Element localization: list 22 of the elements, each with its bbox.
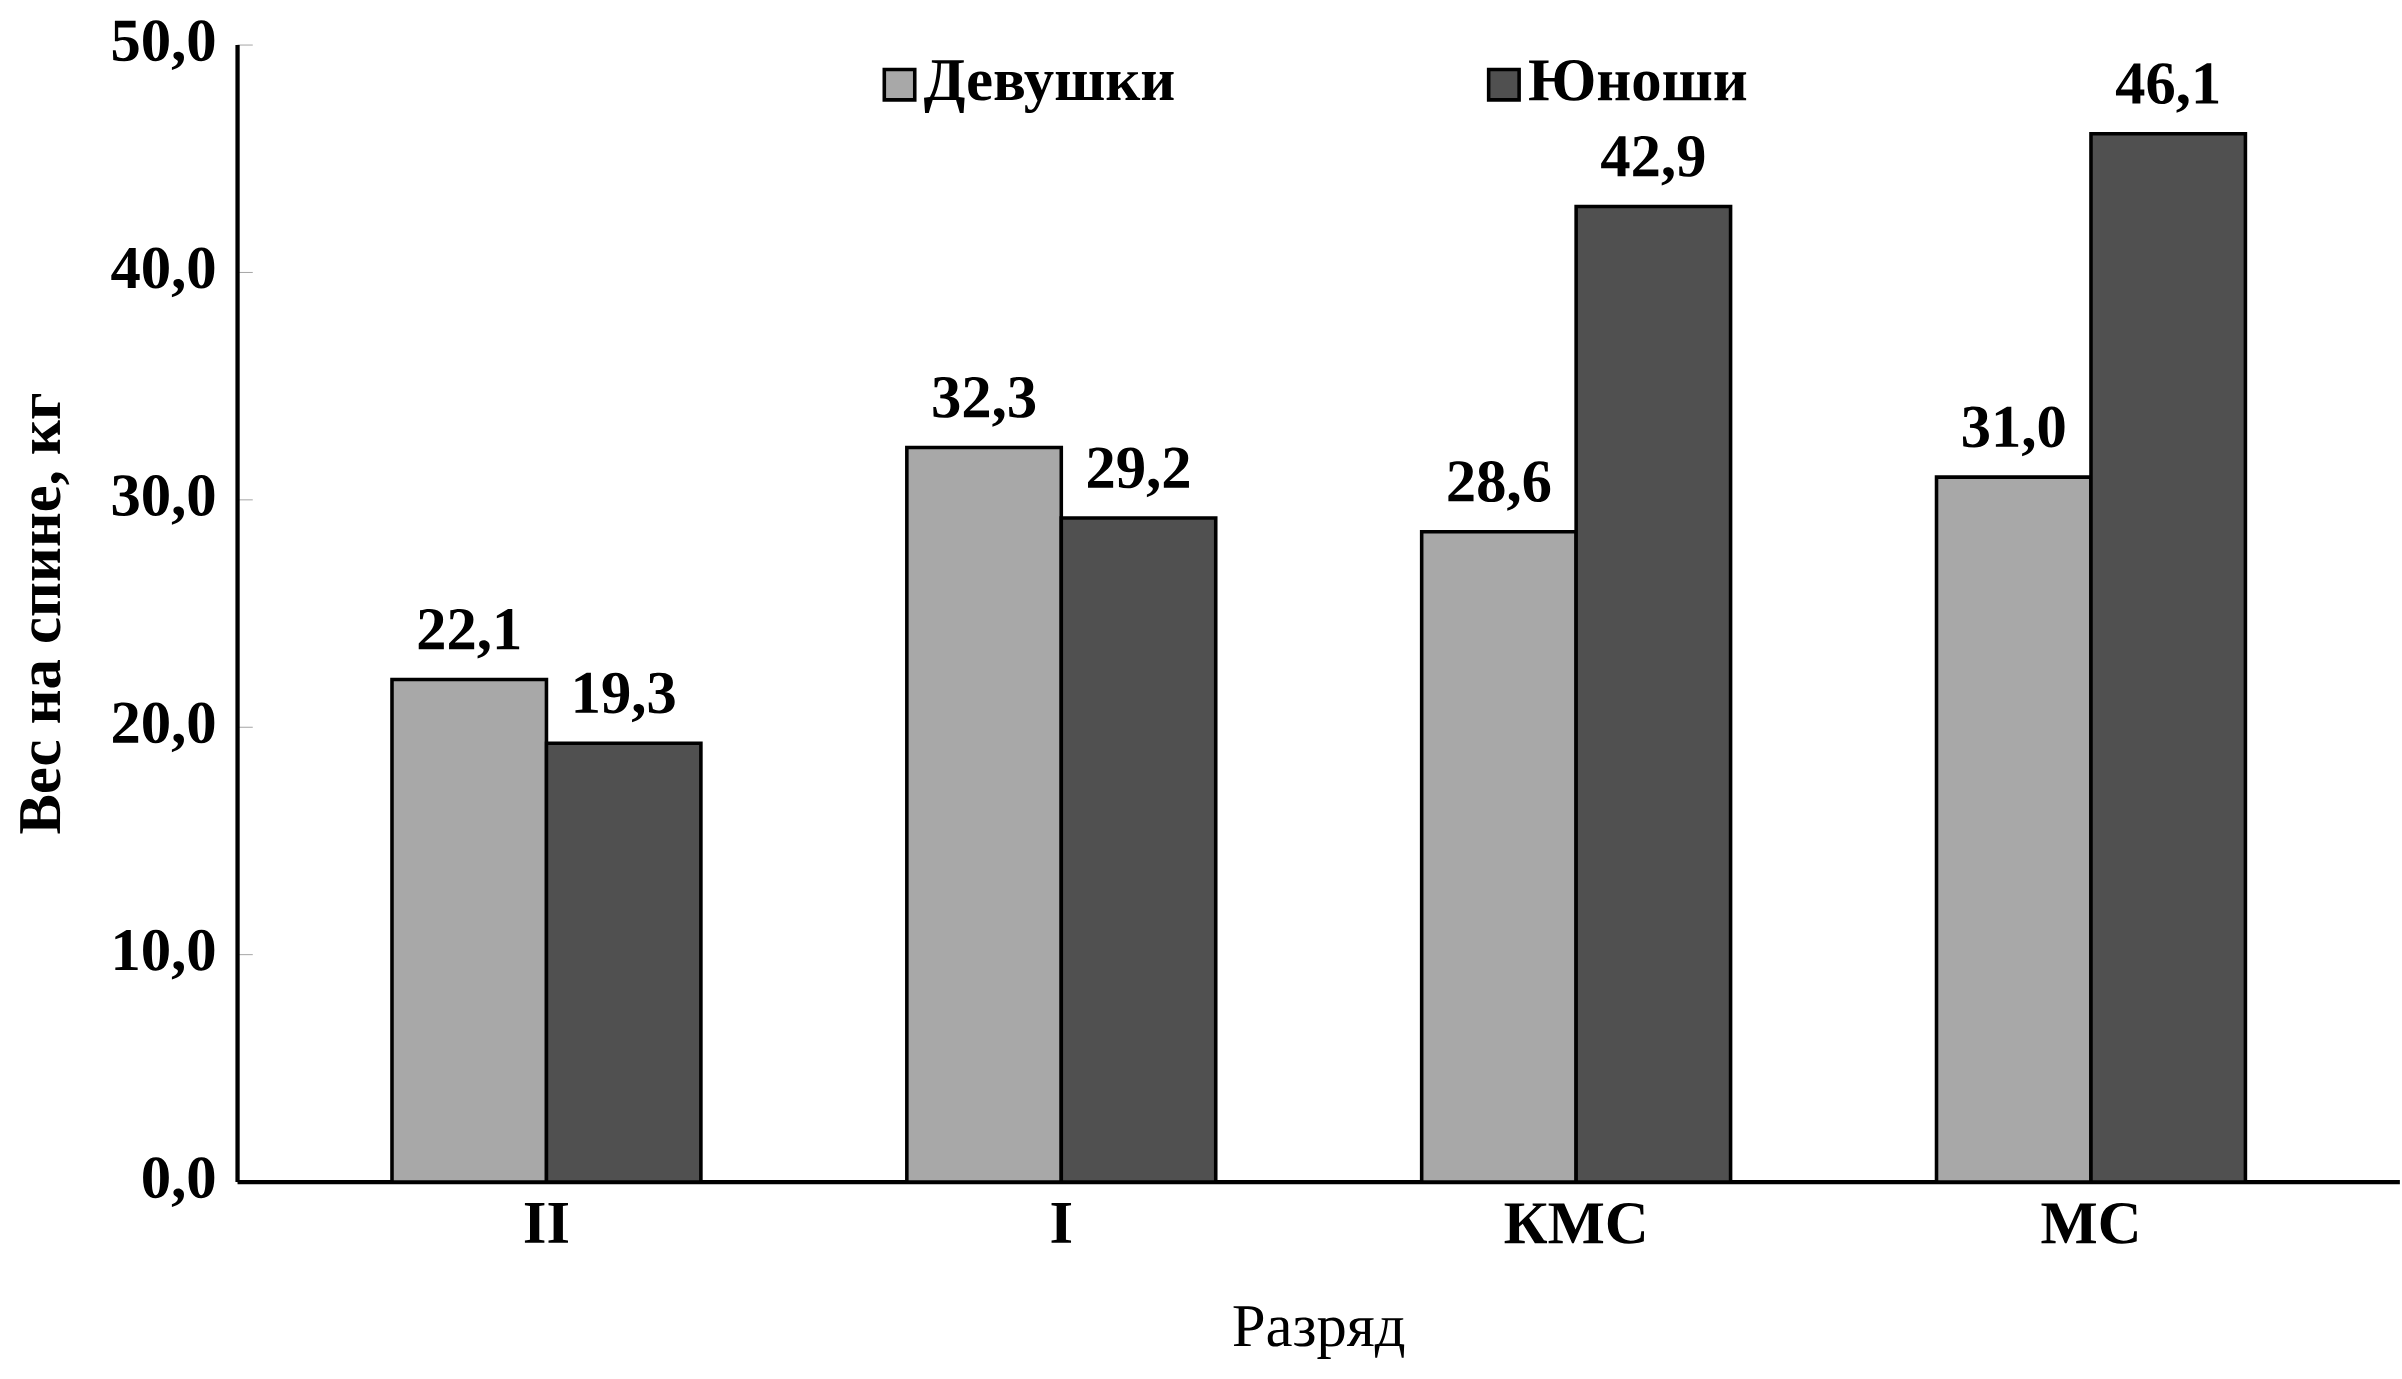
x-tick-label: МС [2041, 1202, 2137, 1244]
y-tick-label: 10,0 [115, 929, 215, 980]
data-label: 46,1 [2115, 63, 2219, 113]
data-label: 22,1 [418, 608, 520, 659]
legend-label: Девушки [924, 60, 1174, 114]
data-label: 19,3 [575, 672, 675, 723]
y-tick-label: 50,0 [112, 20, 215, 70]
x-axis-title: Разряд [1233, 1306, 1405, 1359]
legend-label: Юноши [1529, 59, 1747, 101]
data-label: 42,9 [1601, 135, 1705, 186]
y-tick-label: 30,0 [112, 474, 215, 525]
data-label: 32,3 [933, 376, 1036, 427]
data-label: 29,2 [1088, 447, 1189, 498]
x-tick-label: КМС [1504, 1202, 1645, 1244]
y-tick-label: 40,0 [111, 247, 215, 298]
x-tick-label: II [524, 1202, 568, 1243]
y-axis-title: Вес на спине, кг [20, 394, 70, 834]
y-tick-label: 0,0 [143, 1157, 215, 1207]
data-label: 31,0 [1962, 406, 2065, 457]
data-label: 28,6 [1448, 460, 1551, 511]
y-tick-label: 20,0 [113, 702, 215, 753]
x-tick-label: I [1051, 1202, 1072, 1243]
